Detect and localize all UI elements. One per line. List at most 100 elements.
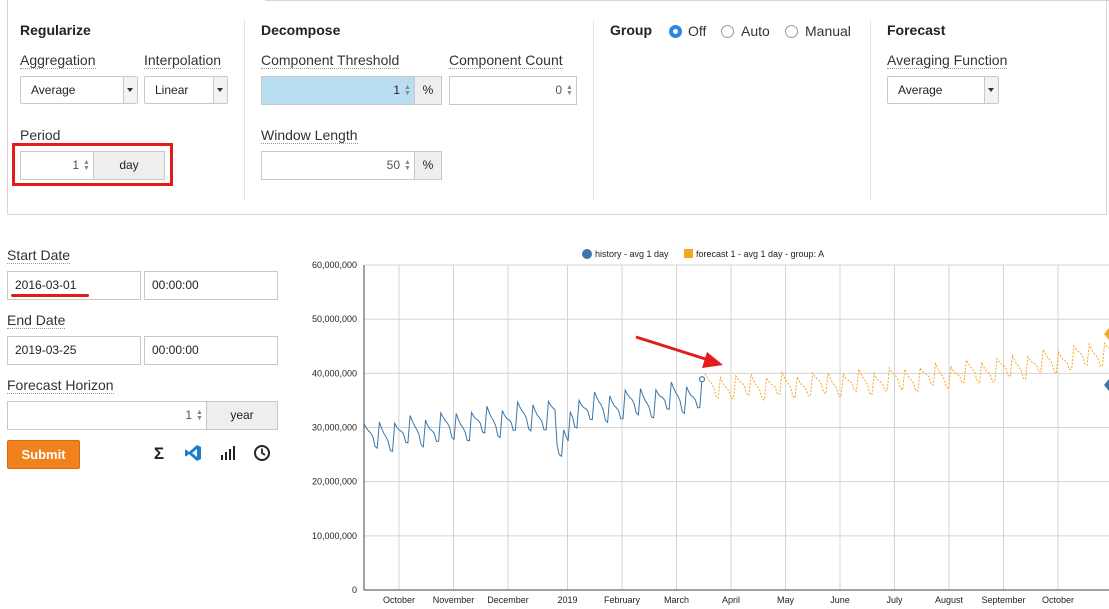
x-tick-label: October bbox=[1042, 595, 1074, 605]
start-time-input[interactable]: 00:00:00 bbox=[144, 271, 278, 300]
x-tick-label: June bbox=[830, 595, 850, 605]
window-length-unit: % bbox=[414, 151, 442, 180]
end-date-label: End Date bbox=[7, 312, 66, 329]
legend-history-swatch bbox=[582, 249, 592, 259]
aggregation-label: Aggregation bbox=[20, 52, 96, 69]
x-tick-label: March bbox=[664, 595, 689, 605]
bar-chart-icon[interactable] bbox=[218, 444, 238, 464]
legend-forecast-swatch bbox=[684, 249, 693, 258]
chevron-down-icon bbox=[984, 77, 998, 103]
averaging-function-value: Average bbox=[898, 83, 943, 97]
averaging-function-label: Averaging Function bbox=[887, 52, 1008, 69]
legend-history-label: history - avg 1 day bbox=[595, 249, 669, 259]
y-tick-label: 50,000,000 bbox=[312, 314, 357, 324]
spinner-icon[interactable]: ▲ ▼ bbox=[566, 84, 573, 97]
chart-legend: history - avg 1 day forecast 1 - avg 1 da… bbox=[582, 249, 824, 259]
forecast-series-line bbox=[704, 342, 1109, 401]
x-axis-ticks: October November December 2019 February March… bbox=[383, 595, 1074, 605]
sigma-icon[interactable]: Σ bbox=[153, 444, 165, 463]
section-divider bbox=[593, 20, 594, 200]
forecast-horizon-input[interactable]: 1 ▲ ▼ bbox=[7, 401, 207, 430]
red-underline-annotation bbox=[11, 294, 89, 297]
history-edge-marker bbox=[1104, 379, 1109, 391]
vscode-icon[interactable] bbox=[183, 444, 203, 464]
group-label-auto: Auto bbox=[741, 23, 770, 39]
tab-border bbox=[265, 0, 1109, 4]
group-radio-manual[interactable] bbox=[785, 25, 798, 38]
component-threshold-unit: % bbox=[414, 76, 442, 105]
x-tick-label: September bbox=[981, 595, 1025, 605]
highlight-box bbox=[12, 143, 173, 186]
settings-panel bbox=[7, 0, 1107, 215]
aggregation-value: Average bbox=[31, 83, 76, 97]
spinner-icon[interactable]: ▲ ▼ bbox=[83, 159, 90, 172]
group-radio-auto[interactable] bbox=[721, 25, 734, 38]
component-count-input[interactable]: 0 ▲ ▼ bbox=[449, 76, 577, 105]
group-radio-off[interactable] bbox=[669, 25, 682, 38]
chart-grid bbox=[364, 264, 1109, 591]
end-time-input[interactable]: 00:00:00 bbox=[144, 336, 278, 365]
forecast-horizon-value: 1 bbox=[185, 408, 192, 422]
x-tick-label: August bbox=[935, 595, 964, 605]
y-tick-label: 60,000,000 bbox=[312, 260, 357, 270]
forecast-horizon-label: Forecast Horizon bbox=[7, 377, 114, 394]
end-date-input[interactable]: 2019-03-25 bbox=[7, 336, 141, 365]
group-title: Group bbox=[610, 22, 652, 38]
y-tick-label: 20,000,000 bbox=[312, 477, 357, 487]
component-threshold-input[interactable]: 1 ▲ ▼ bbox=[261, 76, 415, 105]
decompose-title: Decompose bbox=[261, 22, 341, 38]
interpolation-label: Interpolation bbox=[144, 52, 222, 69]
window-length-input[interactable]: 50 ▲ ▼ bbox=[261, 151, 415, 180]
x-tick-label: November bbox=[433, 595, 475, 605]
section-divider bbox=[870, 20, 871, 200]
aggregation-select[interactable]: Average bbox=[20, 76, 138, 104]
y-axis-ticks: 0 10,000,000 20,000,000 30,000,000 40,000,00… bbox=[312, 260, 357, 595]
x-tick-label: 2019 bbox=[557, 595, 577, 605]
component-threshold-value: 1 bbox=[393, 83, 400, 97]
period-value: 1 bbox=[72, 158, 79, 172]
x-tick-label: July bbox=[886, 595, 903, 605]
interpolation-value: Linear bbox=[155, 83, 189, 97]
chart-annotation bbox=[635, 335, 723, 368]
window-length-label: Window Length bbox=[261, 127, 358, 144]
period-input[interactable]: 1 ▲ ▼ bbox=[20, 151, 94, 180]
component-threshold-label: Component Threshold bbox=[261, 52, 400, 69]
forecast-edge-marker bbox=[1104, 328, 1109, 340]
spinner-icon[interactable]: ▲ ▼ bbox=[404, 84, 411, 97]
interpolation-select[interactable]: Linear bbox=[144, 76, 228, 104]
chart-series bbox=[363, 328, 1109, 458]
window-length-value: 50 bbox=[386, 158, 400, 172]
regularize-title: Regularize bbox=[20, 22, 91, 38]
spinner-icon[interactable]: ▲ ▼ bbox=[404, 159, 411, 172]
y-tick-label: 30,000,000 bbox=[312, 423, 357, 433]
chart-axes bbox=[363, 265, 1109, 591]
section-divider bbox=[244, 20, 245, 200]
forecast-title: Forecast bbox=[887, 22, 946, 38]
y-tick-label: 10,000,000 bbox=[312, 531, 357, 541]
x-tick-label: October bbox=[383, 595, 415, 605]
period-label: Period bbox=[20, 127, 61, 144]
red-arrow-head bbox=[702, 352, 723, 368]
group-label-manual: Manual bbox=[805, 23, 851, 39]
start-date-label: Start Date bbox=[7, 247, 71, 264]
y-tick-label: 0 bbox=[352, 585, 357, 595]
x-tick-label: December bbox=[487, 595, 529, 605]
history-series-line bbox=[363, 379, 703, 458]
component-count-value: 0 bbox=[555, 83, 562, 97]
submit-button[interactable]: Submit bbox=[7, 440, 80, 469]
chevron-down-icon bbox=[213, 77, 227, 103]
x-tick-label: May bbox=[777, 595, 795, 605]
clock-icon[interactable] bbox=[252, 444, 272, 464]
chevron-down-icon bbox=[123, 77, 137, 103]
legend-forecast-label: forecast 1 - avg 1 day - group: A bbox=[696, 249, 824, 259]
history-end-marker bbox=[698, 376, 706, 383]
forecast-horizon-unit: year bbox=[206, 401, 278, 430]
spinner-icon[interactable]: ▲ ▼ bbox=[196, 409, 203, 422]
forecast-chart: 0 10,000,000 20,000,000 30,000,000 40,000,00… bbox=[312, 249, 1109, 605]
period-unit: day bbox=[93, 151, 165, 180]
group-label-off: Off bbox=[688, 23, 707, 39]
red-arrow-annotation bbox=[635, 335, 716, 364]
y-tick-label: 40,000,000 bbox=[312, 368, 357, 378]
averaging-function-select[interactable]: Average bbox=[887, 76, 999, 104]
component-count-label: Component Count bbox=[449, 52, 563, 69]
